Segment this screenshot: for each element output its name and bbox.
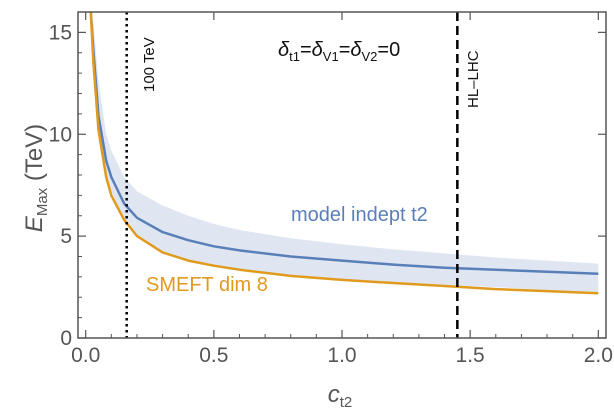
series-line-smeft: [89, 11, 599, 295]
x-tick-label: 0.5: [199, 344, 228, 367]
x-tick-label: 2.0: [584, 344, 613, 367]
vline-label-100tev: 100 TeV: [141, 37, 158, 92]
series-label-smeft: SMEFT dim 8: [146, 274, 268, 296]
y-axis-title: EMax (TeV): [21, 124, 51, 232]
x-tick-label: 0.0: [71, 344, 100, 367]
x-axis-title: ct2: [328, 381, 353, 409]
y-tick-label: 5: [60, 225, 72, 248]
y-tick-label: 0: [60, 327, 72, 350]
vline-label-hllhc: HL–LHC: [465, 50, 482, 108]
delta-annotation: δt1=δV1=δV2=0: [278, 39, 400, 64]
series-label-model-indept: model indept t2: [291, 204, 428, 226]
x-tick-label: 1.5: [456, 344, 485, 367]
x-tick-label: 1.0: [327, 344, 356, 367]
series-line-model-indept: [89, 11, 599, 276]
uncertainty-band: [90, 12, 599, 293]
y-tick-label: 15: [49, 21, 72, 44]
y-tick-label: 10: [49, 123, 72, 146]
